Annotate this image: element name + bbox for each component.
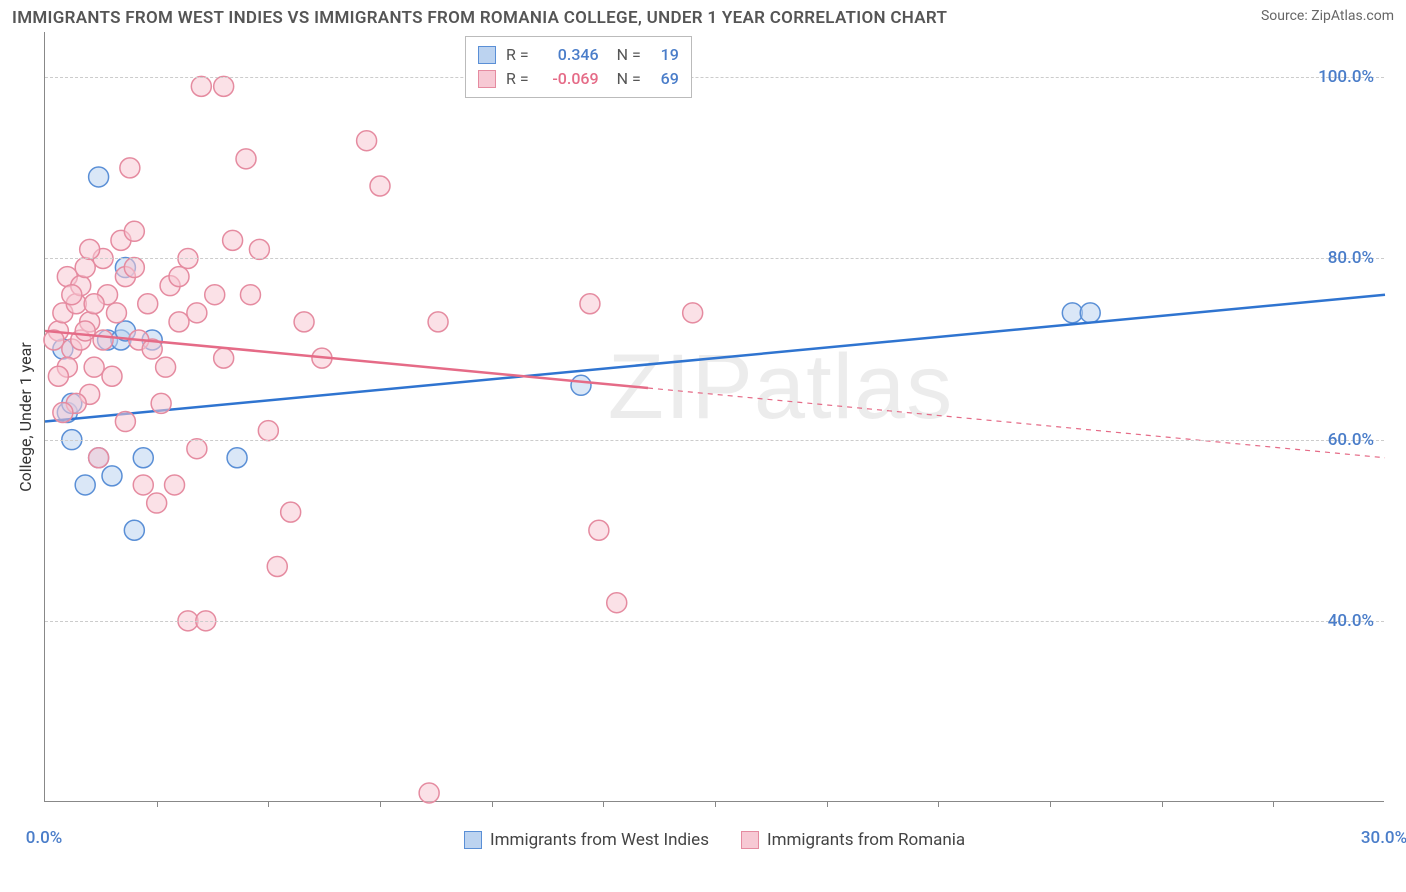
data-point bbox=[580, 294, 600, 314]
data-point bbox=[124, 520, 144, 540]
data-point bbox=[138, 294, 158, 314]
data-point bbox=[93, 330, 113, 350]
x-tick-label: 0.0% bbox=[26, 828, 63, 848]
data-point bbox=[156, 357, 176, 377]
data-point bbox=[84, 294, 104, 314]
data-point bbox=[75, 321, 95, 341]
trend-line bbox=[45, 331, 648, 388]
data-point bbox=[223, 230, 243, 250]
chart-svg bbox=[45, 32, 1385, 802]
data-point bbox=[102, 466, 122, 486]
y-axis-label: College, Under 1 year bbox=[16, 342, 35, 492]
data-point bbox=[214, 76, 234, 96]
data-point bbox=[75, 258, 95, 278]
scatter-plot: ZIPatlas R =0.346N =19R =-0.069N =69 40.… bbox=[44, 32, 1384, 802]
data-point bbox=[102, 366, 122, 386]
data-point bbox=[48, 366, 68, 386]
data-point bbox=[169, 312, 189, 332]
data-point bbox=[227, 448, 247, 468]
data-point bbox=[84, 357, 104, 377]
data-point bbox=[428, 312, 448, 332]
correlation-legend: R = 0.346 N = 19 R = -0.069 N = 69 bbox=[465, 36, 692, 98]
r-value: 0.346 bbox=[539, 43, 599, 67]
y-tick-label: 100.0% bbox=[1318, 67, 1374, 87]
data-point bbox=[281, 502, 301, 522]
data-point bbox=[187, 303, 207, 323]
y-tick-label: 60.0% bbox=[1328, 430, 1374, 450]
data-point bbox=[370, 176, 390, 196]
data-point bbox=[258, 421, 278, 441]
legend-swatch bbox=[464, 831, 482, 849]
data-point bbox=[169, 267, 189, 287]
legend-swatch bbox=[741, 831, 759, 849]
data-point bbox=[124, 221, 144, 241]
data-point bbox=[106, 303, 126, 323]
r-value: -0.069 bbox=[539, 67, 599, 91]
y-tick-label: 40.0% bbox=[1328, 611, 1374, 631]
legend-series-item: Immigrants from Romania bbox=[741, 830, 965, 850]
n-label: N = bbox=[617, 67, 641, 91]
series-legend: Immigrants from West Indies Immigrants fr… bbox=[464, 830, 965, 850]
data-point bbox=[607, 593, 627, 613]
chart-title: IMMIGRANTS FROM WEST INDIES VS IMMIGRANT… bbox=[12, 8, 947, 28]
data-point bbox=[124, 258, 144, 278]
data-point bbox=[115, 412, 135, 432]
trend-line-dashed bbox=[648, 388, 1385, 458]
data-point bbox=[419, 783, 439, 803]
data-point bbox=[683, 303, 703, 323]
data-point bbox=[151, 393, 171, 413]
legend-series-label: Immigrants from West Indies bbox=[490, 830, 709, 850]
legend-correlation-row: R = 0.346 N = 19 bbox=[478, 43, 679, 67]
data-point bbox=[214, 348, 234, 368]
n-value: 19 bbox=[651, 43, 679, 67]
data-point bbox=[89, 448, 109, 468]
chart-container: College, Under 1 year ZIPatlas R =0.346N… bbox=[44, 32, 1396, 802]
y-tick-label: 80.0% bbox=[1328, 248, 1374, 268]
data-point bbox=[240, 285, 260, 305]
source-attribution: Source: ZipAtlas.com bbox=[1261, 8, 1394, 24]
legend-series-label: Immigrants from Romania bbox=[767, 830, 965, 850]
data-point bbox=[249, 239, 269, 259]
data-point bbox=[53, 402, 73, 422]
legend-correlation-row: R = -0.069 N = 69 bbox=[478, 67, 679, 91]
data-point bbox=[147, 493, 167, 513]
data-point bbox=[205, 285, 225, 305]
data-point bbox=[1080, 303, 1100, 323]
r-label: R = bbox=[506, 67, 529, 91]
data-point bbox=[191, 76, 211, 96]
legend-series-item: Immigrants from West Indies bbox=[464, 830, 709, 850]
legend-swatch bbox=[478, 46, 496, 64]
n-label: N = bbox=[617, 43, 641, 67]
data-point bbox=[62, 285, 82, 305]
data-point bbox=[1062, 303, 1082, 323]
data-point bbox=[89, 167, 109, 187]
data-point bbox=[294, 312, 314, 332]
trend-line bbox=[45, 295, 1385, 422]
data-point bbox=[80, 239, 100, 259]
legend-swatch bbox=[478, 70, 496, 88]
x-tick-label: 30.0% bbox=[1361, 828, 1406, 848]
data-point bbox=[133, 448, 153, 468]
n-value: 69 bbox=[651, 67, 679, 91]
data-point bbox=[571, 375, 591, 395]
r-label: R = bbox=[506, 43, 529, 67]
data-point bbox=[236, 149, 256, 169]
data-point bbox=[133, 475, 153, 495]
data-point bbox=[75, 475, 95, 495]
data-point bbox=[165, 475, 185, 495]
data-point bbox=[267, 556, 287, 576]
data-point bbox=[120, 158, 140, 178]
data-point bbox=[589, 520, 609, 540]
data-point bbox=[357, 131, 377, 151]
data-point bbox=[187, 439, 207, 459]
